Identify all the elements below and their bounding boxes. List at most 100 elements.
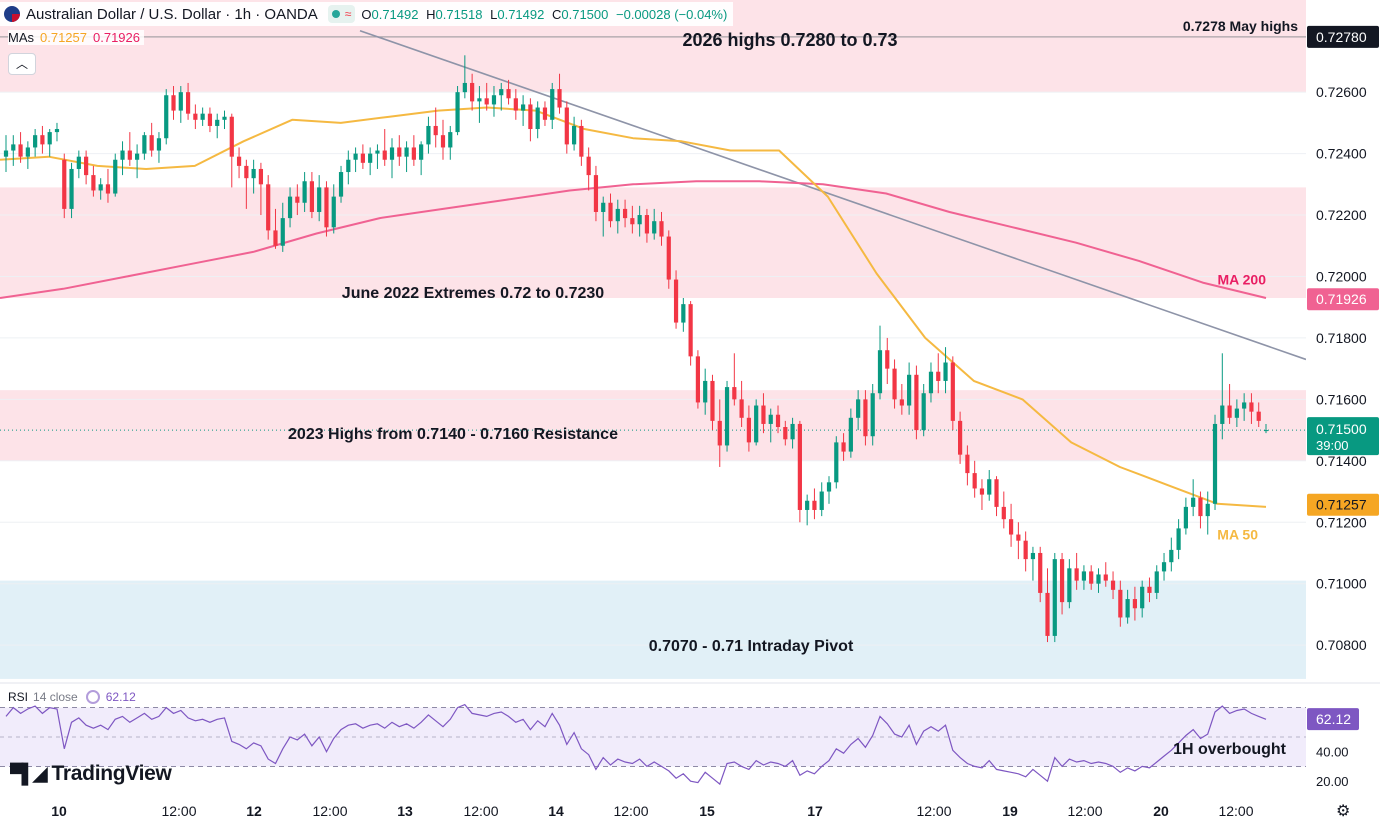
candle-body [1103,574,1108,581]
symbol-title[interactable]: Australian Dollar / U.S. Dollar · 1h · O… [26,5,318,23]
chevron-up-icon: ︿ [15,57,28,71]
candle-body [513,98,518,111]
candle-body [222,116,227,120]
mas-legend[interactable]: MAs 0.71257 0.71926 [8,30,144,45]
candle-body [1023,540,1028,560]
candle-body [62,159,67,209]
candle-body [834,442,839,483]
rsi-legend[interactable]: RSI 14 close 62.12 [8,690,136,704]
candle-body [368,153,373,163]
price-tag-high-marker [1307,25,1379,48]
collapse-legend-button[interactable]: ︿ [8,53,36,75]
zone-label-2: 2023 Highs from 0.7140 - 0.7160 Resistan… [288,426,618,443]
candle-body [528,104,533,130]
ma50-label: MA 50 [1217,527,1258,543]
candle-body [1067,568,1072,603]
candle-body [47,132,52,145]
tv-logo-icon: ▀▌◢ [10,763,48,785]
gear-icon[interactable]: ⚙ [1336,803,1351,820]
rsi-tick-label: 40.00 [1316,745,1349,760]
candle-body [84,156,89,176]
candle-body [899,399,904,406]
candle-body [1016,534,1021,541]
candle-body [870,393,875,437]
candle-body [331,196,336,228]
candle-body [346,159,351,173]
rsi-value-tag [1307,708,1359,731]
candle-body [1212,423,1218,504]
candle-body [11,144,16,151]
time-tick-label: 12:00 [312,803,347,819]
candle-body [979,488,985,495]
time-tick-label: 17 [807,803,823,819]
candle-body [76,156,81,169]
open-label: O [361,6,372,22]
candle-body [185,92,191,114]
market-open-dot-icon [331,10,340,18]
candle-body [622,208,628,219]
eye-icon[interactable] [85,690,100,704]
candle-body [33,135,38,148]
candle-body [40,135,45,145]
candle-body [113,159,118,194]
candle-body [455,92,460,133]
candle-body [1125,599,1130,618]
candle-body [25,147,30,157]
candle-body [404,147,409,157]
candle-body [295,196,300,203]
candle-body [863,399,868,437]
rsi-tick-label: 20.00 [1316,774,1349,789]
candle-body [1081,571,1087,581]
candle-body [236,156,242,166]
candle-body [142,135,147,154]
candle-body [739,399,744,418]
candle-body [1147,586,1152,593]
candle-body [965,454,970,474]
candle-body [703,380,708,403]
candle-body [491,95,497,105]
candle-body [1161,562,1167,572]
candle-body [1242,402,1247,409]
candle-body [819,491,824,510]
candle-body [892,368,897,400]
candle-body [229,116,234,157]
candle-body [462,82,467,93]
price-tag-label-high-marker: 0.72780 [1316,29,1367,45]
candle-body [171,95,176,111]
candle-body [564,107,569,145]
candle-body [3,150,9,157]
time-tick-label: 14 [548,803,564,819]
candle-body [506,89,511,99]
candle-body [1176,528,1181,550]
candle-body [1249,402,1254,412]
candle-body [630,218,635,225]
candle-body [681,304,686,323]
candle-body [484,98,489,105]
candle-body [382,150,387,160]
candle-body [928,371,934,394]
candle-body [1154,571,1159,593]
candle-body [550,89,555,120]
market-status-pill[interactable]: ≈ [327,5,356,23]
candle-body [324,187,329,228]
candle-body [419,144,424,160]
candle-body [1110,580,1116,590]
candle-body [805,500,810,510]
candle-body [812,500,817,510]
candle-body [411,147,416,160]
candle-body [593,175,599,212]
rsi-value-label: 62.12 [1316,711,1351,727]
close-value: 0.71500 [561,6,609,22]
candle-body [134,153,140,160]
zone-3 [0,580,1306,679]
candle-body [826,482,832,492]
candle-body [127,150,132,160]
candle-body [1205,503,1210,517]
zone-1 [0,187,1306,298]
candle-body [848,417,853,452]
tradingview-logo[interactable]: ▀▌◢ TradingView [10,762,172,786]
candle-body [659,221,664,237]
price-tag-ma200 [1307,288,1379,311]
candle-body [1198,497,1203,517]
